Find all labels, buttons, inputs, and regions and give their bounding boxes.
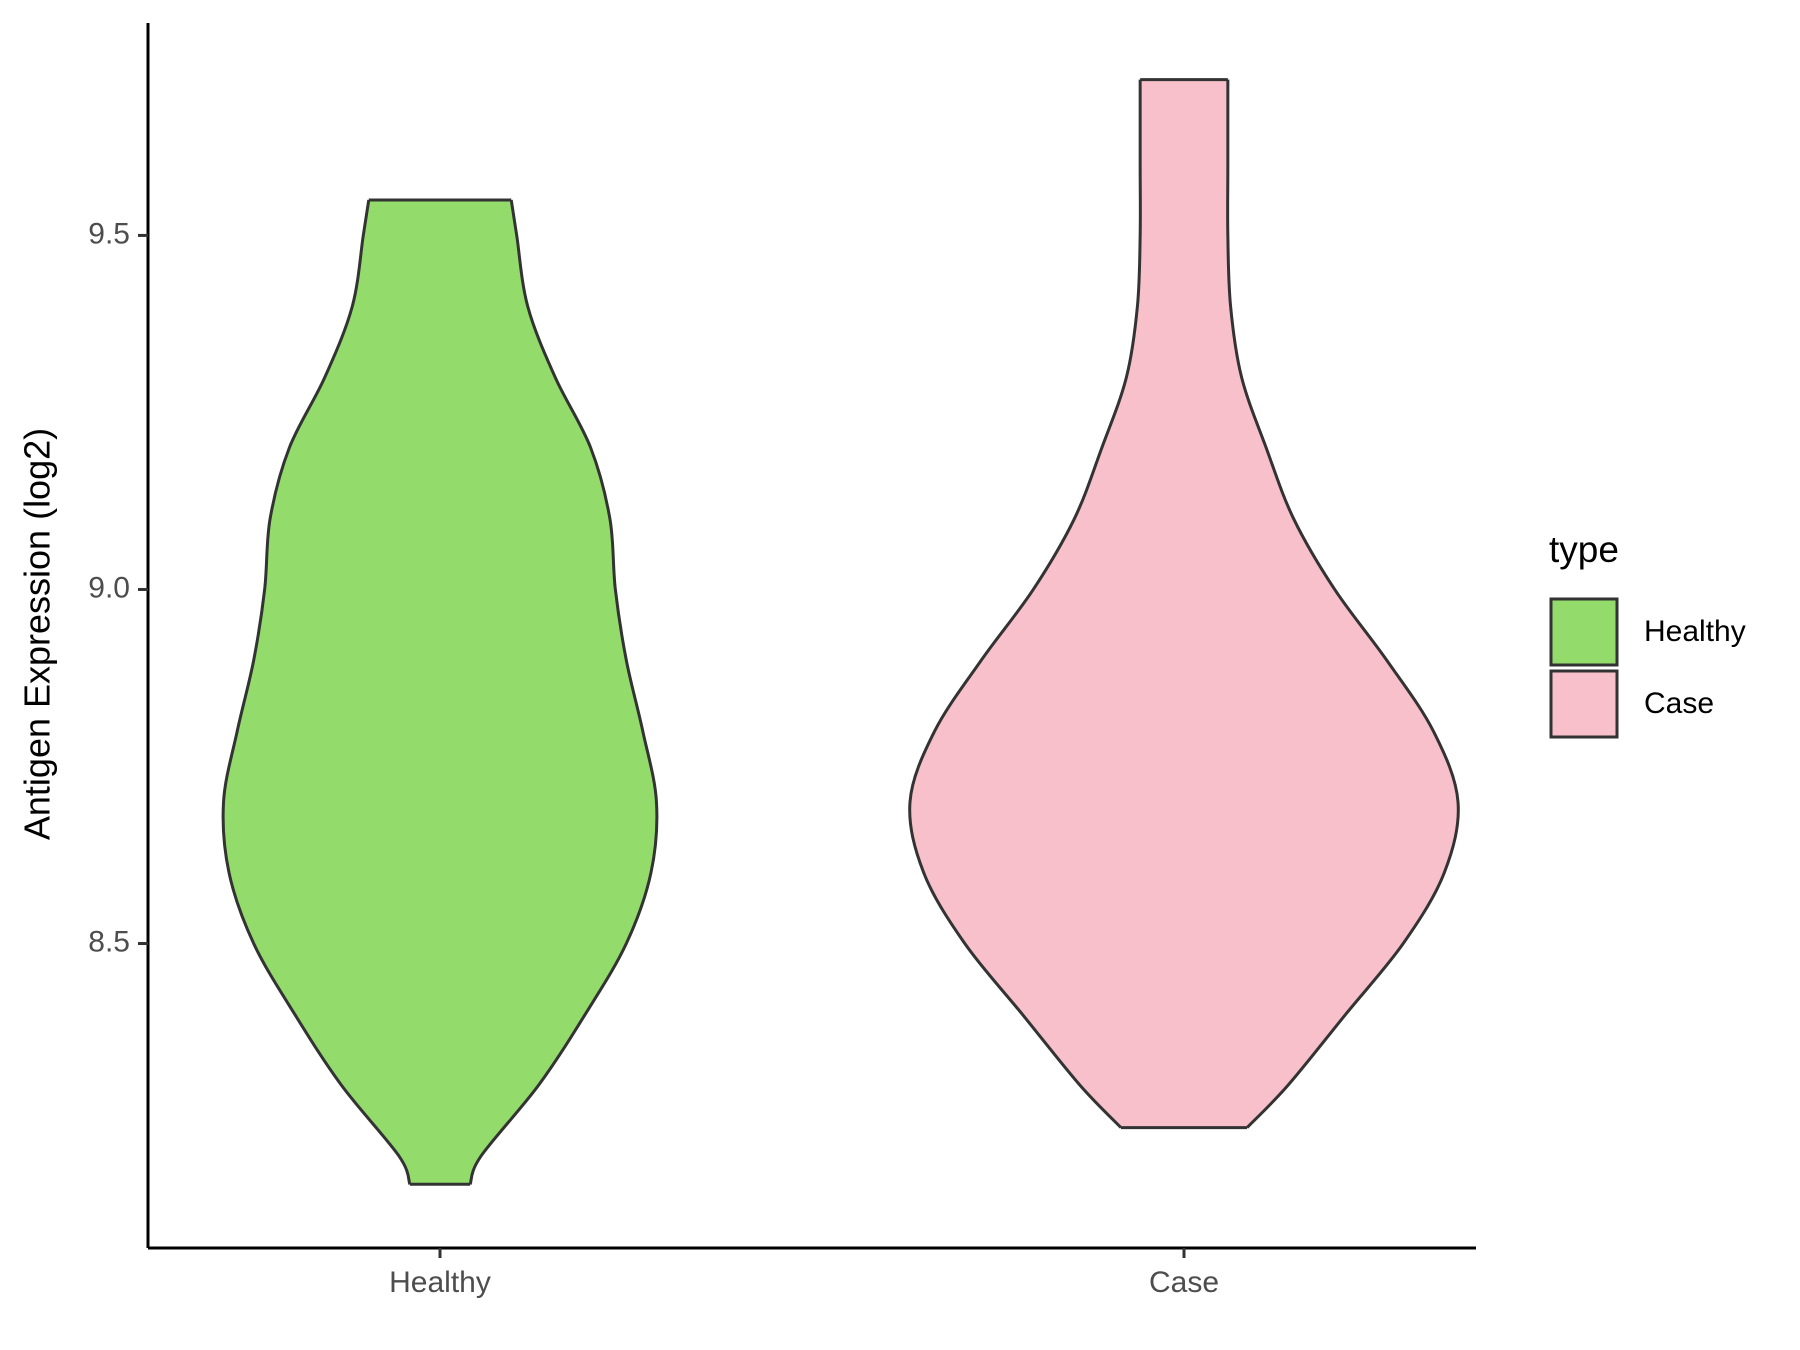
violin-body (223, 200, 657, 1185)
violin-body (909, 79, 1459, 1128)
legend-label: Case (1644, 687, 1714, 720)
legend-key (1549, 597, 1619, 667)
violin-outline-right (468, 199, 659, 1185)
violin-outline-right (1226, 79, 1460, 1129)
x-tick-label: Healthy (389, 1266, 491, 1299)
violin-outline-left (908, 79, 1142, 1129)
y-tick-label: 9.5 (88, 217, 130, 250)
legend-title: type (1549, 529, 1619, 570)
y-tick-label: 8.5 (88, 925, 130, 958)
y-axis-label: Antigen Expression (log2) (17, 428, 58, 840)
legend-key (1549, 669, 1619, 739)
violin-outline-left (221, 199, 412, 1185)
x-tick-label: Case (1149, 1266, 1219, 1299)
y-tick-label: 9.0 (88, 571, 130, 604)
legend-label: Healthy (1644, 615, 1746, 648)
